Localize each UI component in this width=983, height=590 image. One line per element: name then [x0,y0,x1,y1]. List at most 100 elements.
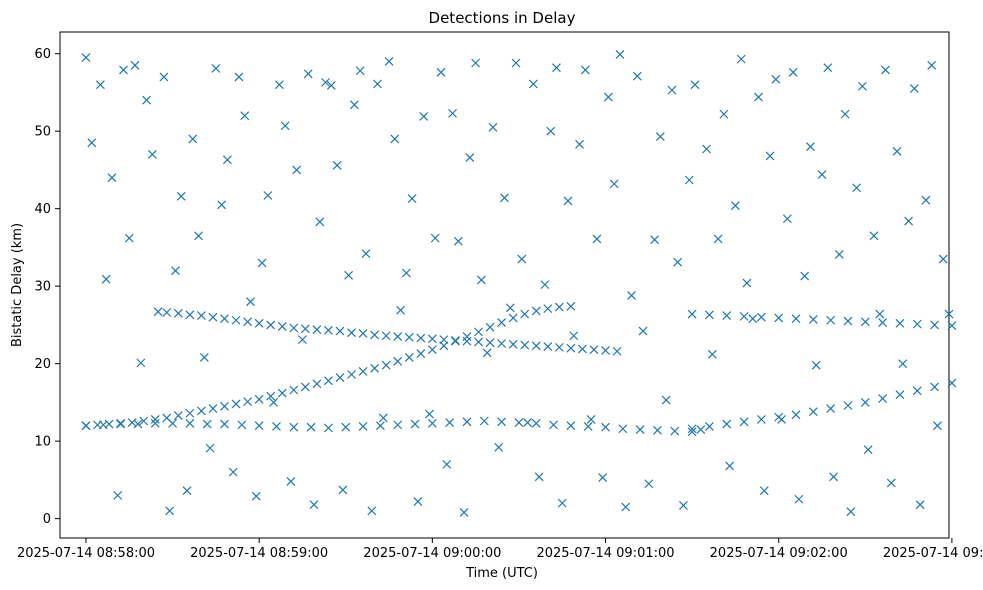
data-point-x-marker [800,271,810,281]
data-point-x-marker [684,175,694,185]
data-point-x-marker [243,397,253,407]
series-track-C-flat-12 [81,416,697,437]
data-point-x-marker [601,346,610,355]
y-tick-label: 50 [34,125,51,140]
data-point-x-marker [846,507,856,517]
data-point-x-marker [722,419,732,429]
data-point-x-marker [116,419,126,429]
data-point-x-marker [482,348,492,358]
data-point-x-marker [98,420,108,430]
data-point-x-marker [202,419,212,429]
data-point-x-marker [687,427,697,437]
data-point-x-marker [289,385,299,395]
data-point-x-marker [358,366,368,376]
data-point-x-marker [497,318,507,328]
data-point-x-marker [344,270,354,280]
data-point-x-marker [497,417,507,427]
data-point-x-marker [635,425,645,434]
data-point-x-marker [878,394,888,403]
data-point-x-marker [886,478,896,488]
data-point-x-marker [335,373,345,383]
data-point-x-marker [87,138,97,148]
data-point-x-marker [442,459,452,469]
data-point-x-marker [754,92,763,102]
data-point-x-marker [95,80,105,90]
data-point-x-marker [280,121,290,131]
x-axis-label: Time (UTC) [465,566,538,581]
data-point-x-marker [326,81,336,90]
data-point-x-marker [292,165,302,175]
data-point-x-marker [277,322,287,331]
data-point-x-marker [777,415,787,424]
data-point-x-marker [580,65,590,75]
data-point-x-marker [857,81,867,91]
data-point-x-marker [627,291,636,300]
chart-title: Detections in Delay [429,9,576,27]
data-point-x-marker [875,309,885,319]
data-point-x-marker [557,498,567,508]
data-point-x-marker [505,303,515,313]
y-tick-label: 10 [34,435,51,450]
data-point-x-marker [638,326,648,336]
data-point-x-marker [396,305,406,315]
data-point-x-marker [912,319,922,329]
data-point-x-marker [367,506,377,516]
data-point-x-marker [508,339,518,349]
data-point-x-marker [860,317,870,327]
data-point-x-marker [938,254,948,264]
data-point-x-marker [552,63,561,73]
series-track-E-flat-26-late [687,309,957,331]
data-point-x-marker [375,421,385,431]
data-point-x-marker [794,494,804,504]
data-point-x-marker [511,58,521,68]
data-point-x-marker [702,144,711,154]
data-point-x-marker [730,201,740,210]
data-point-x-marker [748,314,758,324]
data-point-x-marker [165,506,175,516]
data-point-x-marker [632,71,642,81]
data-point-x-marker [707,349,717,359]
data-point-x-marker [220,314,229,324]
data-point-x-marker [254,318,264,328]
data-point-x-marker [719,109,729,119]
data-point-x-marker [176,191,186,201]
series-scattered-noise [81,50,954,517]
data-point-x-marker [274,80,284,90]
data-point-x-marker [211,63,221,73]
y-axis-label: Bistatic Delay (km) [10,223,25,347]
data-point-x-marker [150,415,160,424]
data-point-x-marker [136,358,146,368]
data-point-x-marker [133,419,143,429]
data-point-x-marker [286,477,296,486]
series-track-B-flat-26 [162,308,622,356]
data-point-x-marker [427,334,437,344]
data-point-x-marker [497,339,507,348]
series-track-A-rising-early [81,301,576,431]
x-tick-label: 2025-07-14 09:03:00 [883,546,983,561]
data-point-x-marker [615,50,625,59]
data-point-x-marker [335,326,345,336]
data-point-x-marker [312,379,322,389]
data-point-x-marker [321,77,330,87]
data-point-x-marker [231,315,241,325]
data-point-x-marker [583,421,593,431]
data-point-x-marker [479,416,489,426]
data-point-x-marker [220,401,229,411]
data-point-x-marker [231,399,241,409]
x-axis: 2025-07-14 08:58:00 2025-07-14 08:59:00 20… [17,538,983,561]
data-point-x-marker [462,417,472,427]
data-point-x-marker [771,74,781,84]
data-point-x-marker [465,153,475,162]
data-point-x-marker [81,421,91,431]
data-point-x-marker [315,217,325,227]
data-point-x-marker [390,134,400,144]
data-point-x-marker [592,234,602,244]
data-point-x-marker [921,195,931,205]
data-point-x-marker [182,486,192,496]
data-point-x-marker [895,390,905,400]
data-point-x-marker [347,370,356,379]
data-point-x-marker [410,419,420,429]
data-point-x-marker [566,343,576,353]
data-point-x-marker [575,139,584,149]
data-point-x-marker [427,345,437,355]
